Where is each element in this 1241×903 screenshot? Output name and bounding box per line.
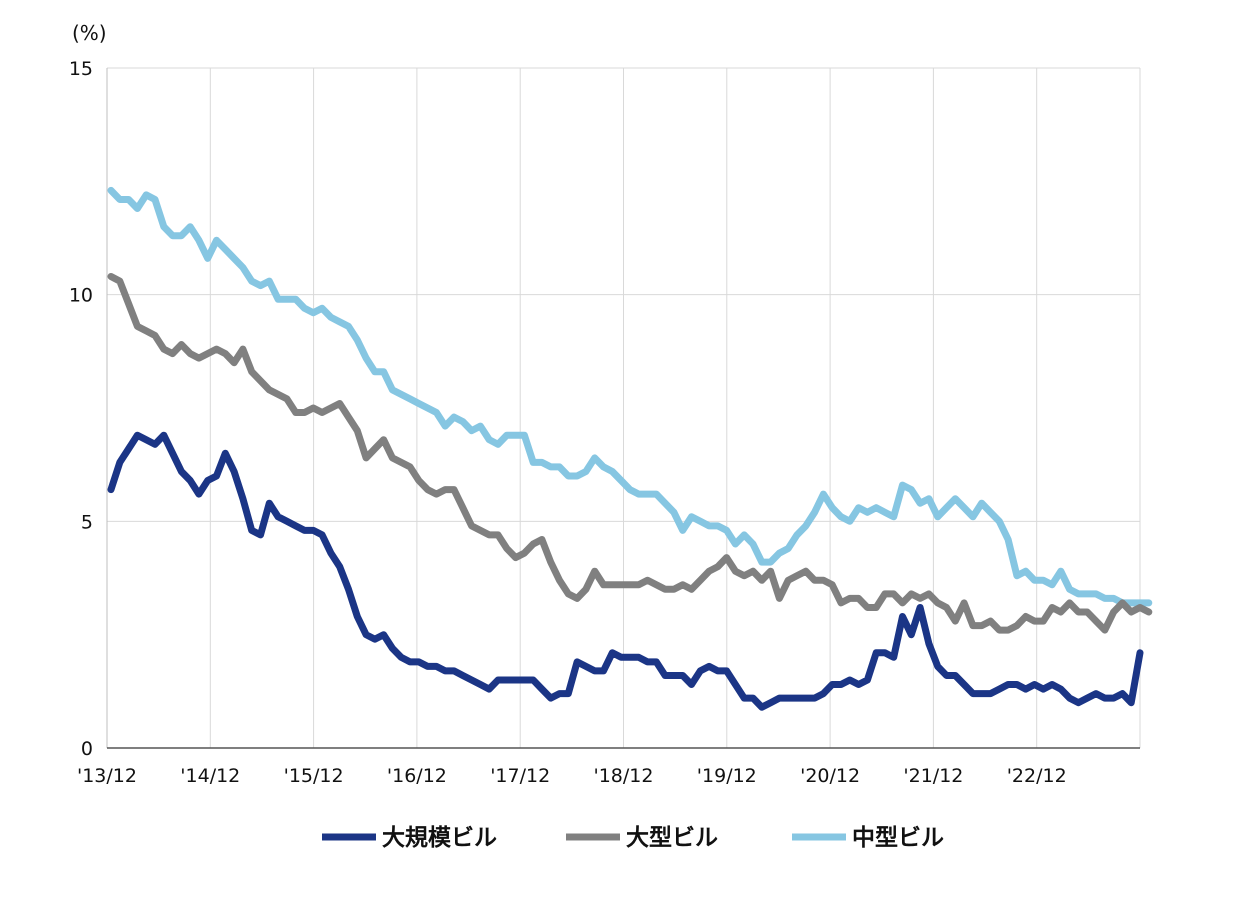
- legend-label: 大型ビル: [626, 825, 718, 851]
- series-lines: [107, 186, 1153, 711]
- y-tick-label: 5: [81, 511, 93, 533]
- x-tick-label: '18/12: [594, 765, 654, 787]
- x-tick-label: '13/12: [77, 765, 137, 787]
- x-tick-label: '15/12: [284, 765, 344, 787]
- x-tick-label: '14/12: [180, 765, 240, 787]
- y-tick-label: 0: [81, 738, 93, 760]
- legend-label: 中型ビル: [852, 825, 944, 851]
- gridlines: [107, 67, 1141, 748]
- legend: 大規模ビル 大型ビル 中型ビル: [322, 825, 944, 851]
- x-tick-label: '17/12: [490, 765, 550, 787]
- y-axis-unit-label: (%): [72, 21, 107, 45]
- series-line-1: [107, 431, 1144, 711]
- legend-label: 大規模ビル: [382, 825, 497, 851]
- series-line-3: [107, 186, 1153, 607]
- x-axis-tick-labels: '13/12 '14/12 '15/12 '16/12 '17/12 '18/12 '19/…: [77, 765, 1067, 787]
- series-line-2: [107, 273, 1153, 634]
- y-tick-label: 10: [69, 285, 93, 307]
- x-tick-label: '20/12: [800, 765, 860, 787]
- x-tick-label: '16/12: [387, 765, 447, 787]
- y-tick-label: 15: [69, 58, 93, 80]
- axes: [106, 68, 1140, 749]
- y-axis-tick-labels: 0 5 10 15: [69, 58, 93, 760]
- x-tick-label: '21/12: [903, 765, 963, 787]
- x-tick-label: '19/12: [697, 765, 757, 787]
- x-tick-label: '22/12: [1007, 765, 1067, 787]
